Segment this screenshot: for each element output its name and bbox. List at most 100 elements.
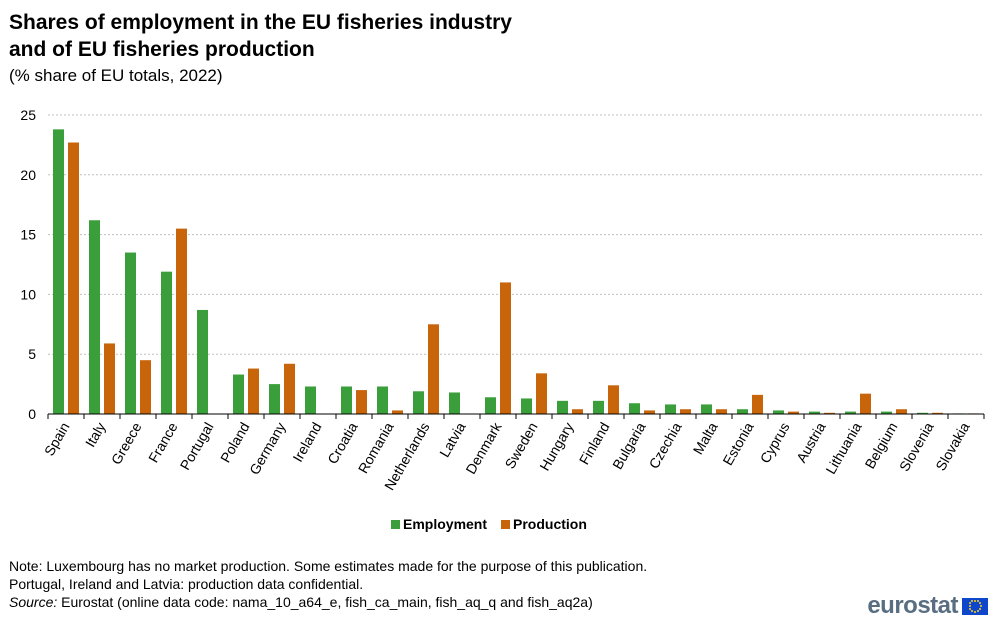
- bar-production-lithuania: [860, 393, 871, 414]
- bar-production-croatia: [356, 390, 367, 414]
- y-tick-label: 10: [20, 286, 36, 302]
- x-tick-label: Lithuania: [822, 419, 864, 476]
- flag-star: [976, 609, 979, 612]
- eurostat-logo: eurostat: [867, 592, 988, 620]
- flag-star: [974, 599, 976, 602]
- y-tick-label: 5: [28, 346, 36, 362]
- y-tick-label: 0: [28, 406, 36, 422]
- flag-star: [978, 602, 981, 605]
- bar-employment-malta: [701, 404, 712, 414]
- bar-production-germany: [284, 363, 295, 414]
- bar-employment-belgium: [881, 411, 892, 414]
- x-tick-label: Latvia: [436, 419, 469, 460]
- bar-employment-netherlands: [413, 391, 424, 414]
- x-tick-label: Spain: [41, 420, 73, 459]
- bar-employment-portugal: [197, 309, 208, 414]
- bar-production-spain: [68, 142, 79, 414]
- legend-label-employment: Employment: [403, 516, 488, 532]
- note-line-1: Note: Luxembourg has no market productio…: [9, 558, 648, 574]
- bar-employment-greece: [125, 252, 136, 414]
- x-tick-label: Croatia: [324, 419, 361, 466]
- x-tick-label: Italy: [82, 420, 109, 450]
- footnotes: Note: Luxembourg has no market productio…: [9, 557, 647, 611]
- x-tick-label: Estonia: [719, 419, 756, 468]
- legend-swatch-employment: [391, 519, 400, 529]
- bar-employment-slovenia: [917, 412, 928, 414]
- title-line-2: and of EU fisheries production: [9, 38, 315, 61]
- bar-production-netherlands: [428, 324, 439, 414]
- x-tick-label: Cyprus: [757, 420, 793, 466]
- x-tick-label: Slovakia: [932, 419, 972, 473]
- flag-star: [979, 605, 982, 607]
- bar-production-belgium: [896, 409, 907, 414]
- x-tick-label: Slovenia: [896, 419, 937, 474]
- x-tick-label: Czechia: [645, 419, 684, 471]
- source-text: Eurostat (online data code: nama_10_a64_…: [57, 594, 593, 610]
- legend-label-production: Production: [513, 516, 587, 532]
- bar-production-estonia: [752, 394, 763, 414]
- y-tick-label: 15: [20, 227, 36, 243]
- chart-title: Shares of employment in the EU fisheries…: [9, 9, 512, 63]
- bar-employment-estonia: [737, 409, 748, 414]
- x-tick-label: Malta: [690, 419, 721, 457]
- y-tick-label: 20: [20, 167, 36, 183]
- flag-star: [971, 600, 974, 603]
- bar-production-cyprus: [788, 411, 799, 414]
- flag-star: [969, 607, 972, 610]
- bar-production-austria: [824, 412, 835, 414]
- bar-employment-italy: [89, 220, 100, 414]
- x-tick-label: Sweden: [501, 420, 540, 472]
- bar-employment-france: [161, 271, 172, 414]
- bar-production-denmark: [500, 282, 511, 414]
- x-tick-label: Finland: [576, 420, 613, 468]
- bar-production-italy: [104, 343, 115, 414]
- flag-star: [978, 607, 981, 610]
- flag-star: [976, 600, 979, 603]
- bar-production-sweden: [536, 373, 547, 414]
- bar-production-france: [176, 228, 187, 414]
- logo-text: eurostat: [867, 592, 958, 619]
- legend-item-employment: Employment: [391, 516, 487, 532]
- legend: Employment Production: [391, 516, 587, 532]
- legend-item-production: Production: [501, 516, 587, 532]
- flag-star: [974, 610, 976, 613]
- x-tick-label: Bulgaria: [609, 419, 649, 472]
- x-tick-label: France: [145, 419, 181, 465]
- bar-employment-lithuania: [845, 411, 856, 414]
- bar-production-finland: [608, 385, 619, 414]
- bar-employment-cyprus: [773, 410, 784, 414]
- bar-production-romania: [392, 410, 403, 414]
- bar-production-malta: [716, 409, 727, 414]
- title-line-1: Shares of employment in the EU fisheries…: [9, 11, 512, 34]
- bar-employment-czechia: [665, 404, 676, 414]
- x-tick-label: Greece: [108, 419, 145, 467]
- eu-flag-icon: [962, 597, 988, 615]
- chart-subtitle: (% share of EU totals, 2022): [9, 66, 223, 85]
- flag-star: [968, 605, 971, 607]
- note-line-2: Portugal, Ireland and Latvia: production…: [9, 576, 364, 592]
- bar-production-slovenia: [932, 412, 943, 414]
- x-tick-label: Poland: [217, 420, 253, 466]
- bar-employment-ireland: [305, 386, 316, 414]
- bar-employment-finland: [593, 400, 604, 414]
- source-label: Source:: [9, 594, 58, 610]
- bar-employment-denmark: [485, 397, 496, 414]
- flag-star: [969, 602, 972, 605]
- bar-production-greece: [140, 360, 151, 414]
- x-tick-label: Ireland: [289, 420, 324, 465]
- x-tick-label: Portugal: [177, 420, 217, 473]
- bar-employment-sweden: [521, 398, 532, 414]
- bar-employment-spain: [53, 129, 64, 415]
- x-tick-label: Belgium: [861, 420, 900, 472]
- flag-star: [971, 609, 974, 612]
- bar-production-bulgaria: [644, 410, 655, 414]
- bar-production-hungary: [572, 409, 583, 414]
- bar-employment-hungary: [557, 400, 568, 414]
- legend-swatch-production: [501, 519, 511, 529]
- y-tick-label: 25: [20, 107, 36, 123]
- bar-employment-austria: [809, 411, 820, 414]
- bar-employment-romania: [377, 386, 388, 414]
- x-tick-label: Austria: [793, 419, 829, 465]
- bar-production-poland: [248, 368, 259, 414]
- x-tick-label: Denmark: [462, 419, 505, 477]
